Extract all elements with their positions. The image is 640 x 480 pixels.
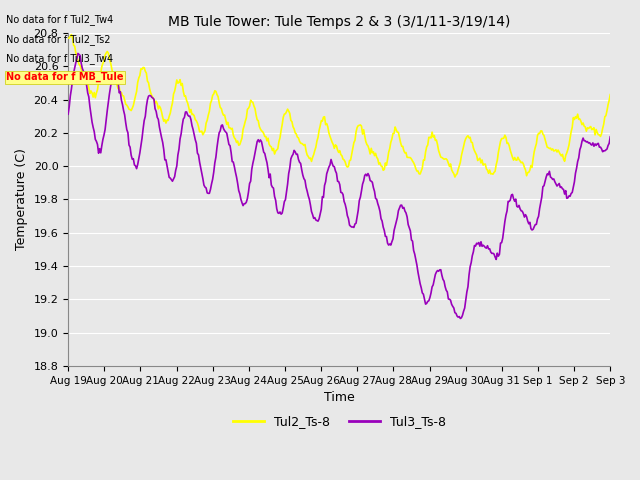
- Text: No data for f Tul2_Ts2: No data for f Tul2_Ts2: [6, 34, 111, 45]
- Text: No data for f Tul3_Tw4: No data for f Tul3_Tw4: [6, 53, 113, 64]
- Title: MB Tule Tower: Tule Temps 2 & 3 (3/1/11-3/19/14): MB Tule Tower: Tule Temps 2 & 3 (3/1/11-…: [168, 15, 510, 29]
- Legend: Tul2_Ts-8, Tul3_Ts-8: Tul2_Ts-8, Tul3_Ts-8: [228, 410, 451, 433]
- Text: No data for f Tul2_Tw4: No data for f Tul2_Tw4: [6, 14, 114, 25]
- Text: No data for f MB_Tule: No data for f MB_Tule: [6, 72, 124, 82]
- Y-axis label: Temperature (C): Temperature (C): [15, 148, 28, 251]
- X-axis label: Time: Time: [324, 391, 355, 404]
